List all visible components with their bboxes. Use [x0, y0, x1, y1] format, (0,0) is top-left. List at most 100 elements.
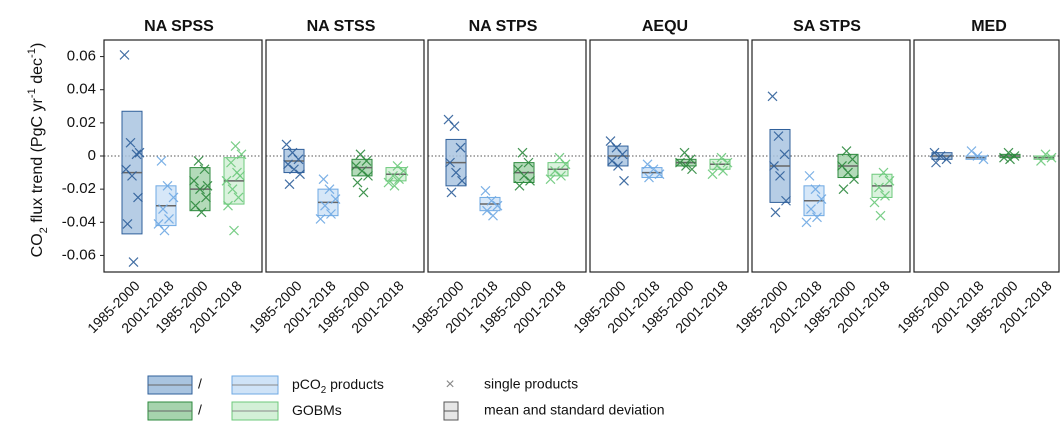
legend-label: GOBMs	[292, 402, 342, 418]
product-point	[202, 180, 213, 191]
product-point	[978, 154, 989, 165]
product-point	[767, 91, 778, 102]
product-point	[999, 152, 1009, 163]
product-point	[221, 175, 232, 186]
product-point	[235, 170, 245, 181]
product-point	[681, 161, 691, 171]
product-point	[685, 154, 696, 165]
product-point	[607, 156, 617, 166]
legend-separator: /	[198, 376, 202, 392]
product-point	[445, 157, 455, 168]
product-point	[804, 170, 815, 181]
product-point	[775, 170, 785, 181]
product-point	[849, 174, 859, 185]
product-point	[449, 121, 460, 132]
product-point	[128, 257, 139, 267]
product-point	[838, 184, 849, 195]
panel-frame	[427, 39, 587, 273]
product-point	[560, 159, 571, 170]
product-point	[363, 170, 373, 181]
panel-title: NA SPSS	[144, 18, 214, 35]
product-point	[455, 142, 466, 153]
product-point	[383, 177, 394, 188]
product-point	[131, 149, 142, 160]
product-point	[361, 156, 372, 166]
label-part: -1	[26, 88, 38, 98]
product-point	[929, 147, 940, 158]
product-point	[687, 164, 697, 175]
legend-label: single products	[484, 376, 578, 392]
product-point	[398, 165, 409, 176]
product-point	[935, 151, 946, 161]
product-point	[330, 194, 341, 205]
product-point	[223, 200, 233, 211]
product-point	[878, 167, 889, 178]
product-point	[519, 170, 529, 181]
y-tick-label: -0.04	[62, 213, 96, 230]
product-point	[351, 161, 361, 171]
product-point	[324, 184, 335, 195]
product-point	[315, 214, 326, 224]
product-point	[642, 159, 653, 170]
product-point	[514, 180, 525, 191]
label-part: products	[326, 376, 384, 392]
product-point	[884, 175, 895, 186]
product-point	[318, 174, 329, 185]
panel-frame	[751, 39, 911, 273]
label-part: CO	[29, 233, 46, 257]
label-part: pCO	[292, 376, 321, 392]
product-point	[806, 204, 816, 214]
y-axis-title: CO2 flux trend (PgC yr-1 dec-1)	[26, 43, 50, 258]
product-point	[168, 192, 179, 203]
product-point	[801, 217, 812, 228]
label-part: dec	[29, 58, 46, 88]
product-point	[781, 195, 791, 206]
product-point	[707, 169, 718, 180]
label-part: GOBMs	[292, 402, 342, 418]
product-point	[159, 225, 170, 236]
panel-title: SA STPS	[793, 18, 861, 35]
panel-title: MED	[971, 18, 1007, 35]
label-part: -1	[26, 48, 38, 58]
product-point	[162, 180, 173, 191]
product-point	[158, 204, 168, 214]
product-point	[718, 165, 728, 176]
product-point	[451, 167, 461, 178]
product-point	[326, 209, 336, 219]
product-point	[388, 170, 398, 181]
product-point	[972, 151, 983, 161]
product-point	[389, 180, 400, 191]
product-point	[446, 187, 457, 198]
product-point	[230, 141, 241, 151]
panel-title: AEQU	[642, 18, 688, 35]
product-point	[648, 164, 659, 175]
product-point	[966, 146, 977, 156]
y-tick-label: 0.02	[67, 114, 96, 131]
product-point	[769, 161, 779, 171]
product-point	[127, 170, 137, 181]
label-part: )	[29, 43, 46, 48]
product-point	[556, 170, 566, 181]
label-part: 2	[38, 227, 50, 233]
product-point	[164, 214, 174, 224]
product-point	[320, 200, 330, 211]
product-point	[156, 156, 167, 166]
product-point	[201, 192, 211, 203]
panel-frame	[913, 39, 1060, 273]
legend-point-icon: ×	[445, 376, 454, 393]
y-tick-label: 0.06	[67, 48, 96, 65]
product-point	[357, 165, 367, 176]
product-point	[550, 165, 560, 176]
product-point	[281, 139, 292, 150]
product-point	[875, 210, 886, 221]
y-tick-label: 0	[88, 147, 96, 164]
product-point	[812, 212, 822, 223]
product-point	[122, 219, 133, 229]
product-point	[488, 210, 498, 221]
y-tick-label: 0.04	[67, 81, 96, 98]
product-point	[517, 147, 528, 158]
product-point	[133, 192, 143, 203]
product-point	[193, 156, 204, 166]
product-point	[227, 184, 238, 195]
